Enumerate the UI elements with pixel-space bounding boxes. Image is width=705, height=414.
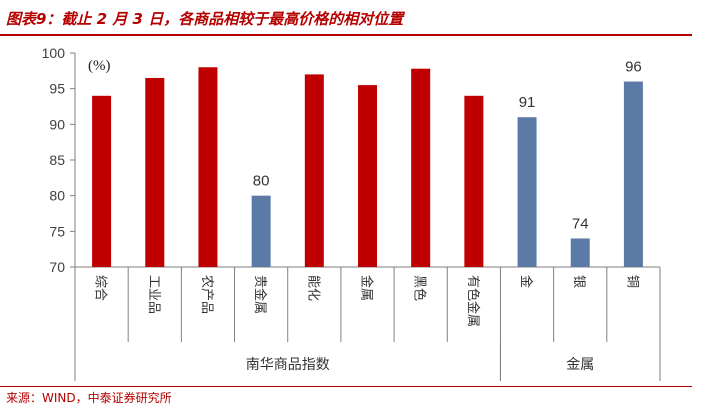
y-tick-label: 75 — [49, 223, 65, 239]
bar — [570, 238, 590, 267]
category-label: 贵金属 — [252, 275, 268, 314]
category-label: 金属 — [359, 275, 375, 301]
figure-title: 图表9：截止 2 月 3 日，各商品相较于最高价格的相对位置 — [6, 10, 404, 28]
category-label: 铜 — [624, 275, 639, 288]
data-label: 91 — [519, 94, 536, 111]
bar — [411, 68, 431, 268]
category-label: 综合 — [93, 275, 108, 301]
data-label: 96 — [625, 59, 642, 76]
y-tick-label: 80 — [49, 188, 65, 204]
y-tick-label: 95 — [49, 81, 65, 97]
category-label: 银 — [571, 275, 586, 288]
category-label: 农产品 — [199, 275, 214, 314]
y-tick-label: 100 — [42, 45, 66, 61]
bar — [358, 85, 377, 267]
bar — [517, 117, 537, 267]
data-label: 74 — [572, 215, 589, 232]
category-label: 黑色 — [412, 275, 428, 301]
category-label: 工业品 — [146, 275, 161, 314]
bar — [251, 195, 271, 267]
bar — [464, 95, 484, 267]
bar — [145, 77, 165, 267]
bar — [92, 95, 112, 267]
title-divider — [0, 34, 692, 36]
bar — [198, 67, 218, 268]
group-label: 南华商品指数 — [246, 357, 330, 373]
source-note: 来源：WIND，中泰证券研究所 — [6, 391, 172, 405]
source-divider — [0, 386, 692, 387]
category-label: 有色金属 — [465, 275, 481, 327]
y-tick-label: 85 — [49, 152, 65, 168]
data-label: 80 — [253, 173, 270, 190]
category-label: 金 — [518, 275, 534, 288]
bar — [623, 81, 643, 268]
y-tick-label: 90 — [49, 116, 65, 132]
unit-label: (%) — [88, 58, 111, 74]
category-label: 能化 — [305, 275, 320, 301]
bar — [304, 74, 324, 268]
y-tick-label: 70 — [49, 259, 65, 275]
group-label: 金属 — [566, 357, 594, 373]
